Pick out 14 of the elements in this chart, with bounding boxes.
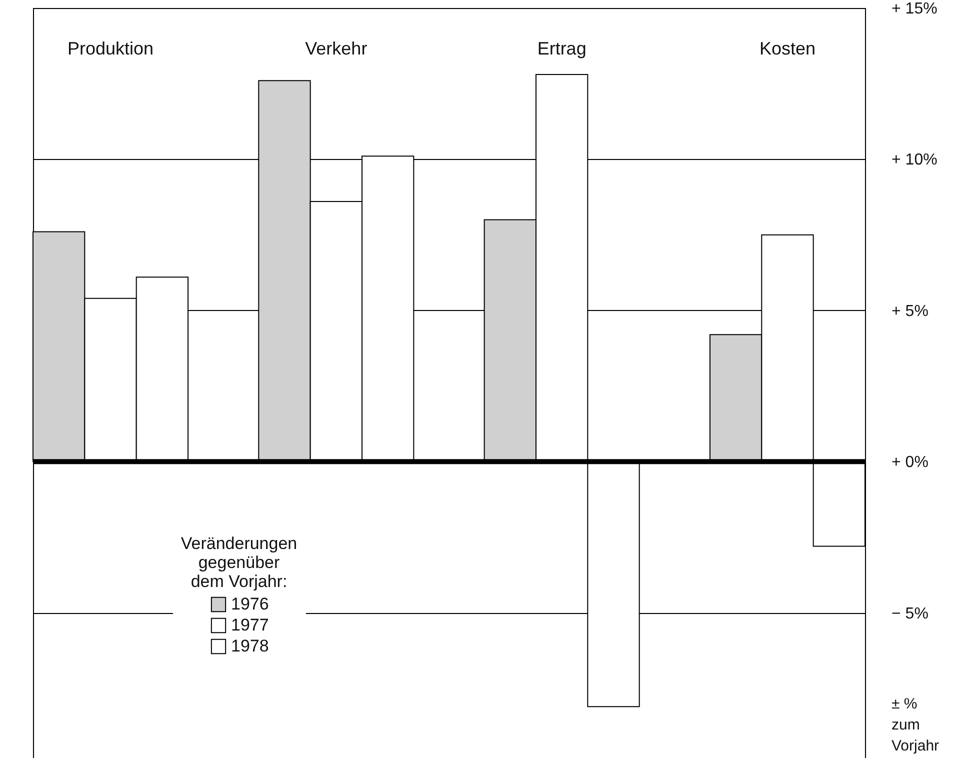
y-tick-label: + 5% [892,302,928,320]
y-tick-label: + 10% [892,152,938,169]
y-tick-label: + 15% [892,0,938,18]
legend-label: 1976 [231,594,269,614]
x-tick-label: Ertrag [537,38,586,58]
x-tick-label: Produktion [67,38,154,58]
legend-title: Veränderungen gegenüber dem Vorjahr: [180,534,298,591]
x-tick-label: Kosten [759,38,816,58]
y-tick-label: + 0% [892,454,928,472]
y-axis-title: ± % zum Vorjahr [892,696,940,754]
y-tick-label: − 5% [892,605,928,622]
legend-label: 1978 [231,636,269,656]
legend-label: 1977 [231,616,269,634]
x-tick-label: Verkehr [305,38,368,58]
